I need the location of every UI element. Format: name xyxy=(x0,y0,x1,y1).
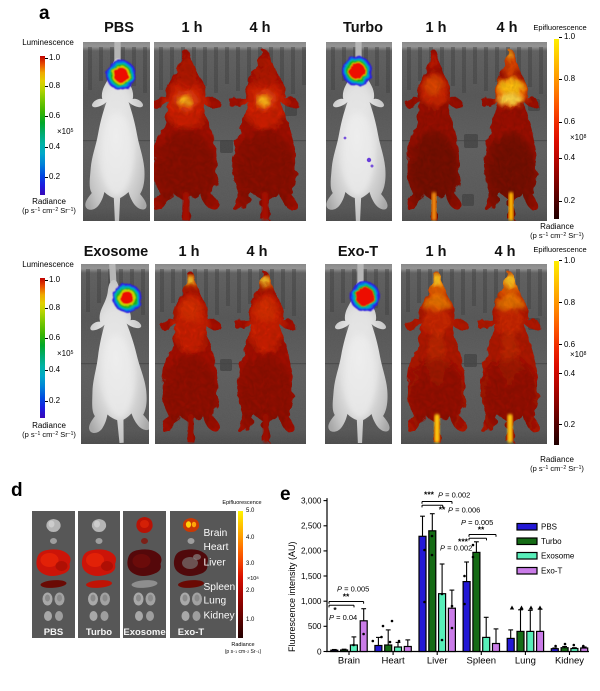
svg-text:500: 500 xyxy=(308,622,322,631)
svg-text:Liver: Liver xyxy=(204,558,227,569)
svg-text:***: *** xyxy=(424,490,435,500)
svg-text:**: ** xyxy=(478,525,485,535)
svg-text:Turbo: Turbo xyxy=(541,537,562,546)
svg-text:2,500: 2,500 xyxy=(301,522,322,531)
svg-text:PBS: PBS xyxy=(44,627,64,638)
svg-text:P = 0.006: P = 0.006 xyxy=(448,506,480,515)
svg-text:Kidney: Kidney xyxy=(555,655,584,666)
svg-text:P = 0.002: P = 0.002 xyxy=(440,544,472,553)
svg-text:PBS: PBS xyxy=(541,523,557,532)
svg-text:P = 0.002: P = 0.002 xyxy=(438,491,470,500)
svg-text:Brain: Brain xyxy=(338,655,360,666)
svg-text:Lung: Lung xyxy=(515,655,536,666)
svg-text:Liver: Liver xyxy=(427,655,448,666)
svg-text:2,000: 2,000 xyxy=(301,547,322,556)
svg-text:***: *** xyxy=(458,537,469,547)
svg-text:Heart: Heart xyxy=(204,542,229,553)
svg-text:Exosome: Exosome xyxy=(123,627,165,638)
svg-text:Exo-T: Exo-T xyxy=(541,567,562,576)
svg-text:Exosome: Exosome xyxy=(541,552,575,561)
svg-text:**: ** xyxy=(343,592,350,602)
svg-text:Exo-T: Exo-T xyxy=(178,627,205,638)
svg-text:Lung: Lung xyxy=(204,596,227,607)
svg-text:P = 0.04: P = 0.04 xyxy=(329,613,357,622)
svg-text:1,000: 1,000 xyxy=(301,597,322,606)
svg-text:Heart: Heart xyxy=(381,655,405,666)
svg-text:**: ** xyxy=(439,505,446,515)
svg-text:0: 0 xyxy=(317,647,322,656)
svg-text:P = 0.005: P = 0.005 xyxy=(337,585,369,594)
svg-text:*: * xyxy=(333,605,337,615)
svg-text:Turbo: Turbo xyxy=(86,627,112,638)
svg-text:Spleen: Spleen xyxy=(204,582,236,593)
svg-text:Kidney: Kidney xyxy=(204,611,236,622)
svg-text:1,500: 1,500 xyxy=(301,572,322,581)
svg-text:Brain: Brain xyxy=(204,528,228,539)
svg-text:3,000: 3,000 xyxy=(301,496,322,505)
svg-text:Spleen: Spleen xyxy=(467,655,497,666)
svg-text:P = 0.005: P = 0.005 xyxy=(461,518,493,527)
